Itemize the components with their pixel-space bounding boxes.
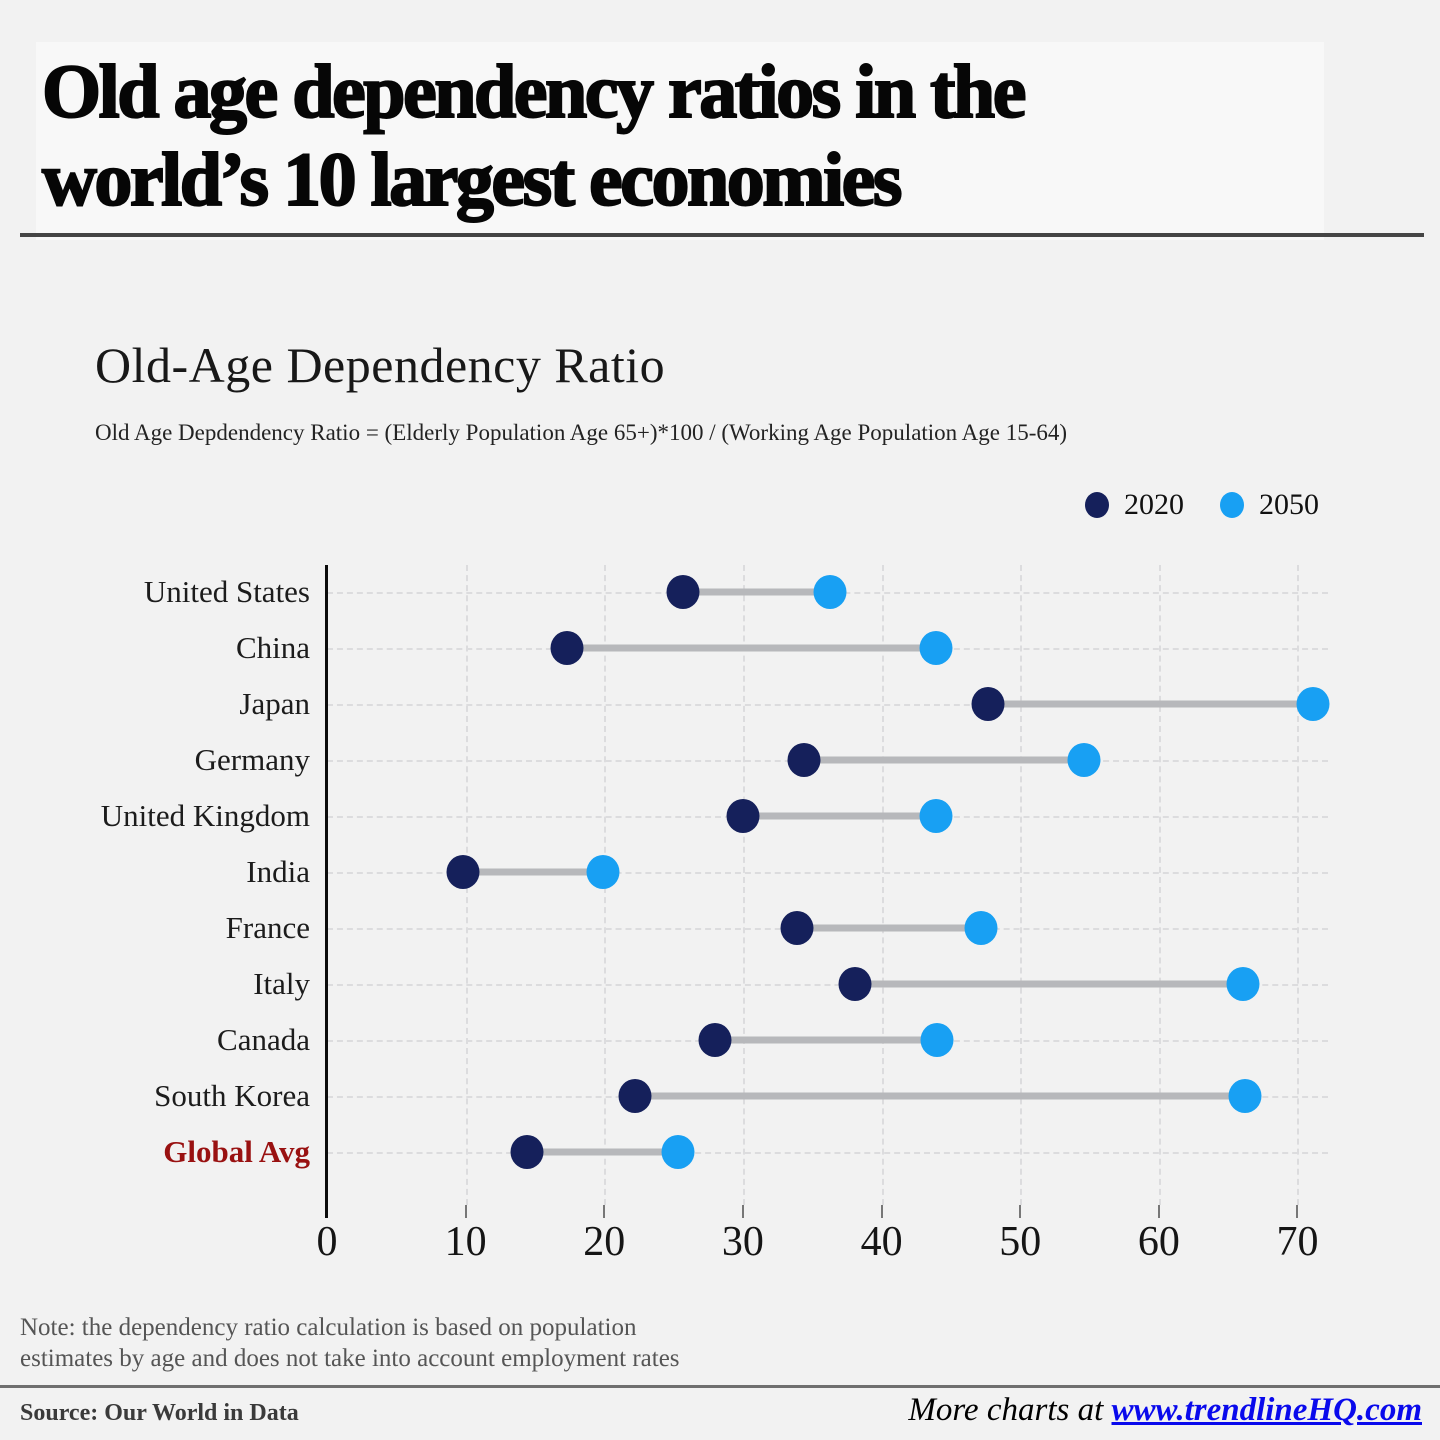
x-axis-tick	[741, 1205, 744, 1218]
x-tick-label-50: 50	[999, 1219, 1042, 1265]
dot-2050-united-kingdom	[919, 799, 953, 833]
category-label-italy: Italy	[253, 966, 310, 1001]
legend-label-2020: 2020	[1124, 488, 1184, 521]
footer-divider	[0, 1385, 1440, 1388]
category-label-united-states: United States	[143, 574, 310, 609]
dot-2020-france	[780, 911, 814, 945]
dot-2050-global-avg	[661, 1135, 695, 1169]
category-label-china: China	[235, 630, 310, 665]
dot-2020-canada	[698, 1023, 732, 1057]
trendlinehq-link[interactable]: www.trendlineHQ.com	[1111, 1392, 1422, 1428]
x-axis-labels: 0 10 20 30 40 50 60 70	[317, 1218, 1328, 1270]
source-credit: Source: Our World in Data	[20, 1400, 299, 1426]
vertical-gridline	[1158, 565, 1161, 1205]
x-axis-tick	[1296, 1205, 1299, 1218]
dumbbell-connector	[796, 924, 982, 932]
x-axis-tick	[603, 1205, 606, 1218]
dot-2050-italy	[1226, 967, 1260, 1001]
legend-item-2050: 2050	[1220, 488, 1319, 522]
chart-legend: 2020 2050	[1085, 488, 1319, 522]
page-title-line2: world’s 10 largest economies	[41, 137, 904, 223]
promo-line: More charts at www.trendlineHQ.com	[908, 1392, 1422, 1429]
dot-2050-canada	[920, 1023, 954, 1057]
x-tick-label-0: 0	[316, 1219, 338, 1265]
plot-area	[325, 565, 1330, 1218]
category-label-canada: Canada	[217, 1022, 310, 1057]
x-axis-tick	[1157, 1205, 1160, 1218]
dot-2020-japan	[971, 687, 1005, 721]
row-gridline	[327, 872, 1328, 874]
dot-2050-france	[964, 911, 998, 945]
category-label-india: India	[246, 854, 310, 889]
category-label-south-korea: South Korea	[154, 1078, 310, 1113]
dot-2020-china	[550, 631, 584, 665]
dumbbell-connector	[855, 980, 1244, 988]
dot-2050-china	[919, 631, 953, 665]
x-tick-label-10: 10	[444, 1219, 487, 1265]
dumbbell-connector	[526, 1148, 678, 1156]
category-label-germany: Germany	[194, 742, 310, 777]
category-label-japan: Japan	[239, 686, 310, 721]
dumbbell-connector	[462, 868, 603, 876]
page-header: Old age dependency ratios in the world’s …	[36, 42, 1324, 241]
vertical-gridline	[1020, 565, 1023, 1205]
footnote: Note: the dependency ratio calculation i…	[20, 1312, 680, 1374]
dumbbell-connector	[988, 700, 1313, 708]
dot-2020-germany	[787, 743, 821, 777]
x-tick-label-20: 20	[583, 1219, 626, 1265]
dumbbell-connector	[683, 588, 831, 596]
dumbbell-connector	[566, 644, 936, 652]
legend-label-2050: 2050	[1259, 488, 1319, 521]
dot-2050-japan	[1296, 687, 1330, 721]
category-label-france: France	[225, 910, 310, 945]
dot-2050-india	[586, 855, 620, 889]
x-axis-tick	[880, 1205, 883, 1218]
row-gridline	[327, 984, 1328, 986]
legend-item-2020: 2020	[1085, 488, 1184, 522]
x-axis-tick	[1019, 1205, 1022, 1218]
x-tick-label-40: 40	[860, 1219, 903, 1265]
dumbbell-connector	[803, 756, 1084, 764]
dumbbell-connector	[634, 1092, 1245, 1100]
footnote-line1: Note: the dependency ratio calculation i…	[20, 1314, 637, 1341]
promo-prefix: More charts at	[908, 1392, 1112, 1428]
dot-2050-germany	[1067, 743, 1101, 777]
dot-2020-global-avg	[510, 1135, 544, 1169]
vertical-gridline	[881, 565, 884, 1205]
row-gridline	[327, 1152, 1328, 1154]
dot-2050-united-states	[813, 575, 847, 609]
dot-2050-south-korea	[1228, 1079, 1262, 1113]
x-tick-label-30: 30	[721, 1219, 764, 1265]
legend-dot-2050	[1220, 492, 1244, 518]
chart-subtitle: Old Age Depdendency Ratio = (Elderly Pop…	[95, 420, 1068, 445]
vertical-gridline	[1297, 565, 1300, 1205]
y-axis-line	[325, 565, 328, 1218]
vertical-gridline	[742, 565, 745, 1205]
x-tick-label-70: 70	[1276, 1219, 1319, 1265]
row-gridline	[327, 704, 1328, 706]
legend-dot-2020	[1085, 492, 1109, 518]
category-label-global-avg: Global Avg	[163, 1134, 310, 1169]
category-labels: United States China Japan Germany United Kin…	[0, 565, 310, 1205]
dot-2020-italy	[838, 967, 872, 1001]
chart-title: Old-Age Dependency Ratio	[95, 337, 666, 393]
x-axis-tick	[464, 1205, 467, 1218]
footnote-line2: estimates by age and does not take into …	[20, 1345, 680, 1372]
page-title: Old age dependency ratios in the world’s …	[41, 48, 1324, 224]
x-tick-label-60: 60	[1137, 1219, 1180, 1265]
dumbbell-connector	[742, 812, 936, 820]
title-divider	[20, 233, 1424, 237]
dumbbell-connector	[715, 1036, 938, 1044]
category-label-united-kingdom: United Kingdom	[100, 798, 310, 833]
dot-2020-united-states	[666, 575, 700, 609]
page-title-line1: Old age dependency ratios in the	[41, 49, 1027, 135]
dot-2020-united-kingdom	[726, 799, 760, 833]
dot-2020-south-korea	[618, 1079, 652, 1113]
dot-2020-india	[446, 855, 480, 889]
